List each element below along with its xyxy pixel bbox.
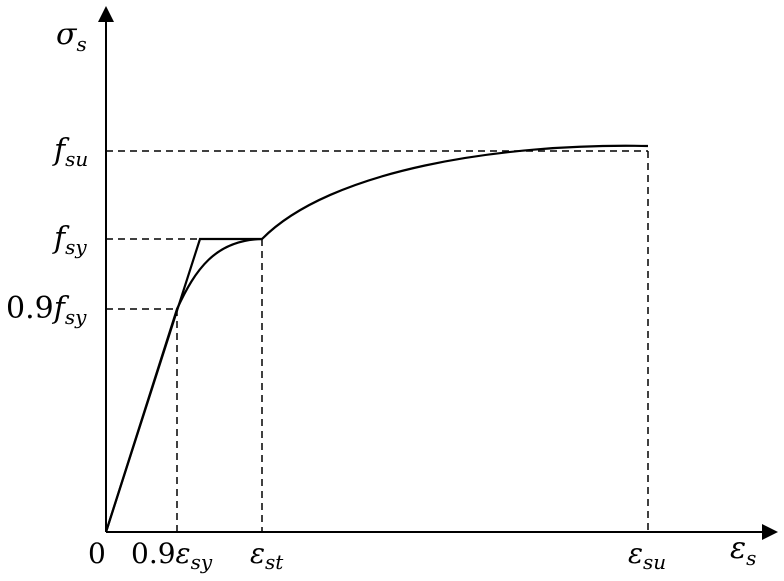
y-tick-fsy: fsy	[52, 221, 87, 259]
curves	[104, 144, 649, 533]
origin-label: 0	[88, 537, 106, 570]
x-tick-esu: εsu	[628, 537, 666, 574]
y-tick-fsu: fsu	[52, 133, 88, 171]
y-tick-09fsy: 0.9fsy	[6, 291, 87, 329]
x-tick-09esy: 0.9εsy	[131, 537, 213, 574]
y-axis-label: σs	[56, 17, 87, 56]
bilinear-idealized-curve	[104, 237, 262, 533]
reference-lines	[106, 150, 649, 532]
x-tick-est: εst	[250, 537, 284, 574]
actual-stress-strain-curve	[104, 144, 649, 533]
x-axis-label: εs	[730, 531, 756, 570]
